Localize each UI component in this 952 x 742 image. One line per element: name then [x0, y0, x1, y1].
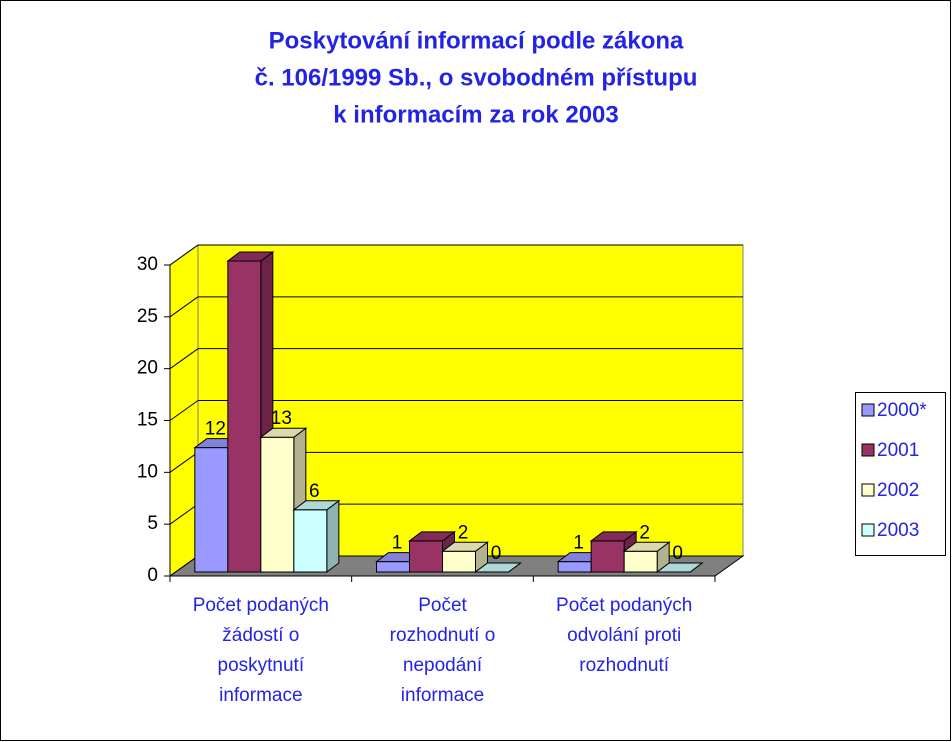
chart-title: Poskytování informací podle zákona — [269, 27, 684, 54]
bar-top — [474, 562, 522, 573]
grid-line — [169, 503, 199, 525]
y-tick-label: 15 — [137, 410, 158, 431]
legend-swatch — [861, 523, 875, 537]
data-label: 1 — [392, 533, 403, 554]
grid-line — [169, 244, 199, 266]
bar — [623, 550, 658, 573]
data-label: 6 — [309, 481, 320, 502]
bar-top — [622, 541, 671, 552]
grid-line — [169, 555, 199, 577]
bar-top — [226, 251, 275, 262]
legend-label: 2002 — [877, 480, 919, 501]
data-label: 2 — [458, 522, 469, 543]
legend-swatch — [861, 483, 875, 497]
bar-top — [441, 541, 489, 552]
bar — [260, 436, 295, 573]
data-label: 1 — [573, 533, 584, 554]
bar — [590, 540, 625, 573]
y-tick-label: 20 — [137, 358, 158, 379]
data-label: 0 — [672, 543, 683, 564]
bar — [227, 260, 262, 573]
grid-line — [169, 451, 199, 473]
y-tick-label: 0 — [147, 565, 158, 586]
legend-label: 2003 — [877, 520, 919, 541]
bar — [194, 447, 229, 573]
data-label: 2 — [639, 522, 650, 543]
legend-swatch — [861, 403, 875, 417]
bar-top — [259, 427, 308, 438]
bar — [557, 561, 592, 573]
x-tick-label: rozhodnutí — [579, 655, 670, 676]
x-tick-label: Počet podaných — [193, 595, 329, 616]
x-tick-label: informace — [219, 685, 302, 706]
legend-swatch — [861, 443, 875, 457]
chart-title: č. 106/1999 Sb., o svobodném přístupu — [255, 64, 698, 91]
x-tick-label: odvolání proti — [567, 625, 681, 646]
data-label: 12 — [205, 419, 226, 440]
legend-label: 2000* — [877, 400, 927, 421]
chart-title: k informacím za rok 2003 — [333, 101, 618, 128]
bar-top — [655, 562, 704, 573]
legend-label: 2001 — [877, 440, 919, 461]
x-tick-label: informace — [401, 685, 484, 706]
bar — [293, 509, 328, 573]
grid-line — [169, 296, 199, 318]
bar — [409, 540, 443, 573]
data-label: 13 — [271, 408, 292, 429]
grid-line — [169, 348, 199, 370]
bar — [376, 561, 410, 573]
y-tick-label: 30 — [137, 254, 158, 275]
bar — [442, 550, 476, 573]
y-tick-label: 5 — [147, 513, 158, 534]
x-tick-label: nepodání — [403, 655, 483, 676]
bar-side — [326, 499, 340, 573]
x-tick-label: poskytnutí — [218, 655, 305, 676]
y-tick-label: 10 — [137, 461, 158, 482]
bar-top — [589, 531, 638, 542]
y-tick-label: 25 — [137, 306, 158, 327]
x-tick-label: Počet podaných — [556, 595, 692, 616]
x-tick-label: rozhodnutí o — [390, 625, 496, 646]
x-tick-label: Počet — [418, 595, 467, 616]
bar-top — [408, 531, 456, 542]
data-label: 0 — [491, 543, 502, 564]
bar-top — [292, 500, 341, 511]
x-tick-label: žádostí o — [222, 625, 299, 646]
grid-line — [169, 400, 199, 421]
